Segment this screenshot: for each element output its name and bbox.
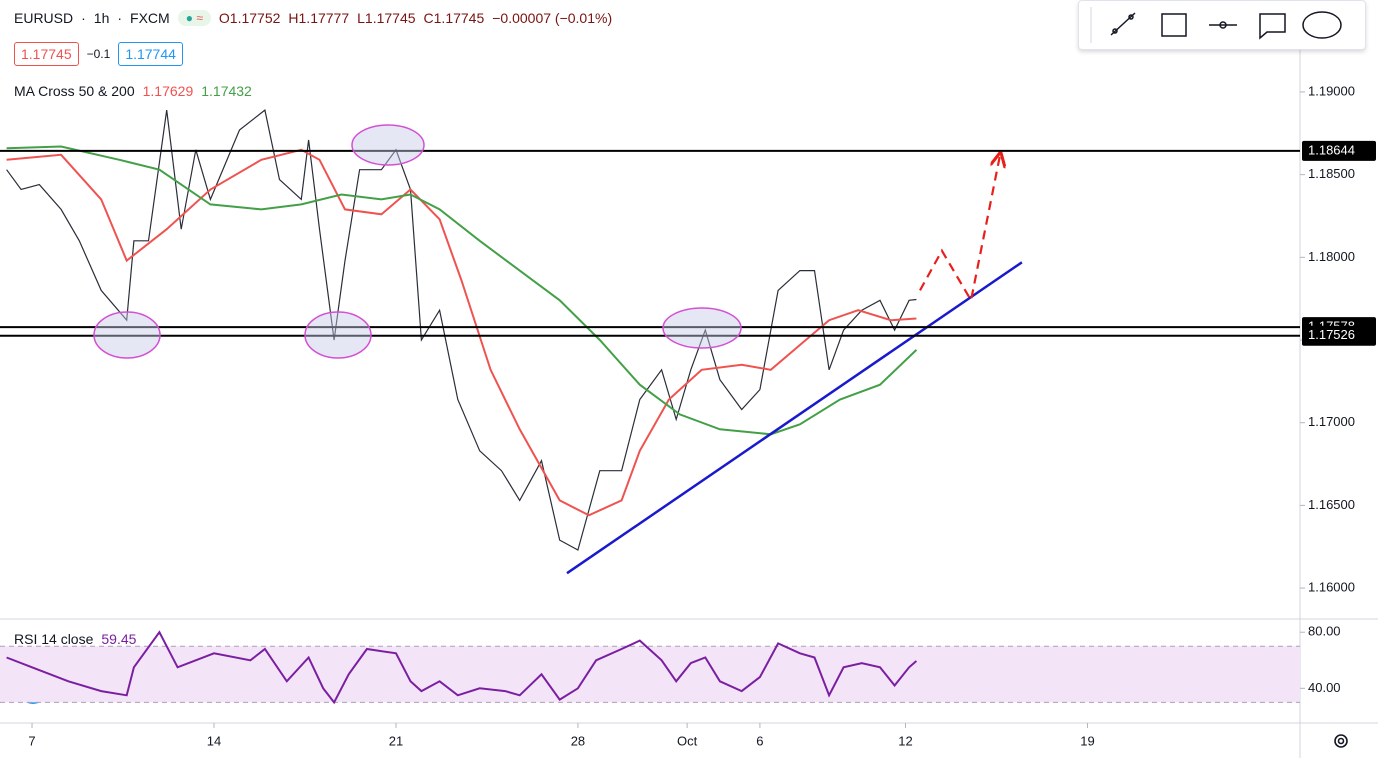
ohlc-low: L1.17745 [357,10,416,26]
symbol[interactable]: EURUSD [14,10,74,26]
x-tick-label: 7 [28,733,35,748]
source: FXCM [130,10,170,26]
settings-icon[interactable] [1334,734,1348,748]
series-line [6,148,917,517]
toolbar-icons [1090,7,1342,43]
ma-legend: MA Cross 50 & 200 1.17629 1.17432 [14,83,252,99]
plot-area [0,109,1300,705]
ohlc-close: C1.17745 [423,10,485,26]
ma-value: 1.17432 [201,83,252,99]
shape-tool[interactable] [1302,11,1342,39]
y-tick-label: 1.19000 [1308,83,1355,98]
x-tick-label: 12 [898,733,912,748]
price-line [6,109,917,551]
rect-tool[interactable] [1161,13,1187,37]
x-tick-label: 21 [389,733,403,748]
y-tick-label: 1.17000 [1308,414,1355,429]
level-label: 1.17526 [1308,327,1355,342]
sell-price[interactable]: 1.17745 [14,42,79,66]
interval[interactable]: 1h [93,10,110,26]
rsi-band [0,646,1300,703]
x-tick-label: 6 [756,733,763,748]
ma-title: MA Cross 50 & 200 [14,83,135,99]
projection-path [919,155,1000,304]
highlight-ellipse [304,311,372,359]
level-label-bg [1302,140,1376,161]
y-tick-label: 1.18000 [1308,249,1355,264]
price-axis-bg [1300,0,1378,758]
series-line [6,630,918,705]
highlight-ellipse [662,307,742,349]
rsi-value: 59.45 [101,631,137,647]
y-tick-label: 40.00 [1308,680,1341,695]
y-tick-label: 1.16500 [1308,497,1355,512]
ohlc-open: O1.17752 [218,10,281,26]
highlight-ellipse [351,124,425,166]
trade-line: 1.17745 −0.1 1.17744 [14,42,183,66]
spread: −0.1 [86,47,111,61]
highlight-ellipse [93,311,161,359]
note-tool[interactable] [1259,13,1286,40]
x-tick-label: 14 [207,733,221,748]
x-tick-label: Oct [677,733,698,748]
hline-tool[interactable] [1209,21,1237,29]
level-label: 1.18644 [1308,142,1355,157]
trend-line [566,261,1023,575]
y-tick-label: 1.16000 [1308,580,1355,595]
rsi-legend: RSI 14 close 59.45 [14,631,136,647]
buy-price[interactable]: 1.17744 [118,42,183,66]
y-tick-label: 80.00 [1308,624,1341,639]
trend-tool[interactable] [1110,12,1136,36]
rsi-title: RSI 14 close [14,631,94,647]
ohlc-change: −0.00007 (−0.01%) [492,10,613,26]
symbol-line: EURUSD · 1h · FXCM ● ≈ O1.17752 H1.17777 L… [14,10,613,26]
y-tick-label: 1.18500 [1308,166,1355,181]
level-label-bg [1302,325,1376,346]
status-icons: ● ≈ [177,10,211,26]
ma-value: 1.17629 [142,83,194,99]
x-tick-label: 19 [1080,733,1094,748]
series-line [6,145,918,436]
x-tick-label: 28 [571,733,585,748]
drawing-toolbar [1078,0,1366,50]
ohlc-high: H1.17777 [288,10,350,26]
